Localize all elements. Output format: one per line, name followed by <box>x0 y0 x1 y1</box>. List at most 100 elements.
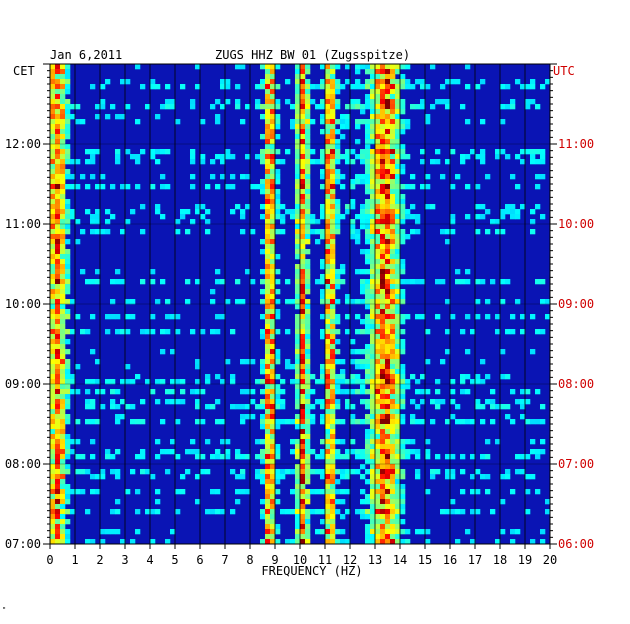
heat-cell <box>365 94 371 100</box>
heat-cell <box>60 189 66 195</box>
heat-cell <box>385 539 391 545</box>
heat-cell <box>375 89 381 95</box>
heat-cell <box>325 229 331 235</box>
heat-cell <box>290 439 296 445</box>
heat-cell <box>395 289 401 295</box>
heat-cell <box>300 104 306 110</box>
heat-cell <box>265 474 271 480</box>
heat-cell <box>370 409 376 415</box>
heat-cell <box>400 79 406 85</box>
heat-cell <box>370 484 376 490</box>
heat-cell <box>310 389 316 395</box>
heat-cell <box>155 379 161 385</box>
heat-cell <box>405 279 411 285</box>
x-axis-label: FREQUENCY (HZ) <box>261 564 362 578</box>
heat-cell <box>505 84 511 90</box>
x-tick-label: 20 <box>543 553 557 567</box>
heat-cell <box>60 224 66 230</box>
heat-cell <box>265 174 271 180</box>
heat-cell <box>370 494 376 500</box>
heat-cell <box>495 329 501 335</box>
heat-cell <box>170 349 176 355</box>
heat-cell <box>380 509 386 515</box>
heat-cell <box>315 279 321 285</box>
heat-cell <box>305 264 311 270</box>
heat-cell <box>320 259 326 265</box>
heat-cell <box>150 539 156 545</box>
heat-cell <box>300 74 306 80</box>
heat-cell <box>485 209 491 215</box>
heat-cell <box>115 414 121 420</box>
heat-cell <box>330 314 336 320</box>
heat-cell <box>355 124 361 130</box>
heat-cell <box>275 134 281 140</box>
heat-cell <box>295 114 301 120</box>
heat-cell <box>265 439 271 445</box>
heat-cell <box>95 229 101 235</box>
heat-cell <box>330 114 336 120</box>
heat-cell <box>100 474 106 480</box>
heat-cell <box>395 214 401 220</box>
heat-cell <box>265 184 271 190</box>
heat-cell <box>365 209 371 215</box>
heat-cell <box>395 489 401 495</box>
heat-cell <box>340 389 346 395</box>
heat-cell <box>385 194 391 200</box>
heat-cell <box>295 159 301 165</box>
heat-cell <box>165 184 171 190</box>
heat-cell <box>385 529 391 535</box>
heat-cell <box>355 214 361 220</box>
heat-cell <box>270 339 276 345</box>
heat-cell <box>330 439 336 445</box>
heat-cell <box>455 419 461 425</box>
heat-cell <box>390 284 396 290</box>
heat-cell <box>300 384 306 390</box>
heat-cell <box>135 374 141 380</box>
heat-cell <box>260 114 266 120</box>
heat-cell <box>380 269 386 275</box>
heat-cell <box>480 419 486 425</box>
heat-cell <box>530 314 536 320</box>
heat-cell <box>415 219 421 225</box>
heat-cell <box>50 224 56 230</box>
heat-cell <box>60 164 66 170</box>
heat-cell <box>55 314 61 320</box>
heat-cell <box>270 534 276 540</box>
heat-cell <box>110 399 116 405</box>
heat-cell <box>205 469 211 475</box>
heat-cell <box>175 119 181 125</box>
heat-cell <box>390 379 396 385</box>
heat-cell <box>495 314 501 320</box>
heat-cell <box>370 499 376 505</box>
heat-cell <box>380 214 386 220</box>
heat-cell <box>365 234 371 240</box>
heat-cell <box>320 229 326 235</box>
heat-cell <box>335 314 341 320</box>
heat-cell <box>300 289 306 295</box>
heat-cell <box>375 504 381 510</box>
heat-cell <box>400 64 406 70</box>
heat-cell <box>330 414 336 420</box>
heat-cell <box>305 299 311 305</box>
heat-cell <box>530 159 536 165</box>
heat-cell <box>60 514 66 520</box>
heat-cell <box>395 284 401 290</box>
heat-cell <box>390 479 396 485</box>
heat-cell <box>155 114 161 120</box>
heat-cell <box>260 64 266 70</box>
heat-cell <box>460 489 466 495</box>
heat-cell <box>160 104 166 110</box>
heat-cell <box>320 454 326 460</box>
heat-cell <box>75 184 81 190</box>
heat-cell <box>380 124 386 130</box>
heat-cell <box>270 389 276 395</box>
heat-cell <box>370 194 376 200</box>
heat-cell <box>370 74 376 80</box>
heat-cell <box>390 489 396 495</box>
heat-cell <box>375 479 381 485</box>
heat-cell <box>115 389 121 395</box>
heat-cell <box>55 334 61 340</box>
heat-cell <box>325 274 331 280</box>
heat-cell <box>505 329 511 335</box>
heat-cell <box>265 74 271 80</box>
